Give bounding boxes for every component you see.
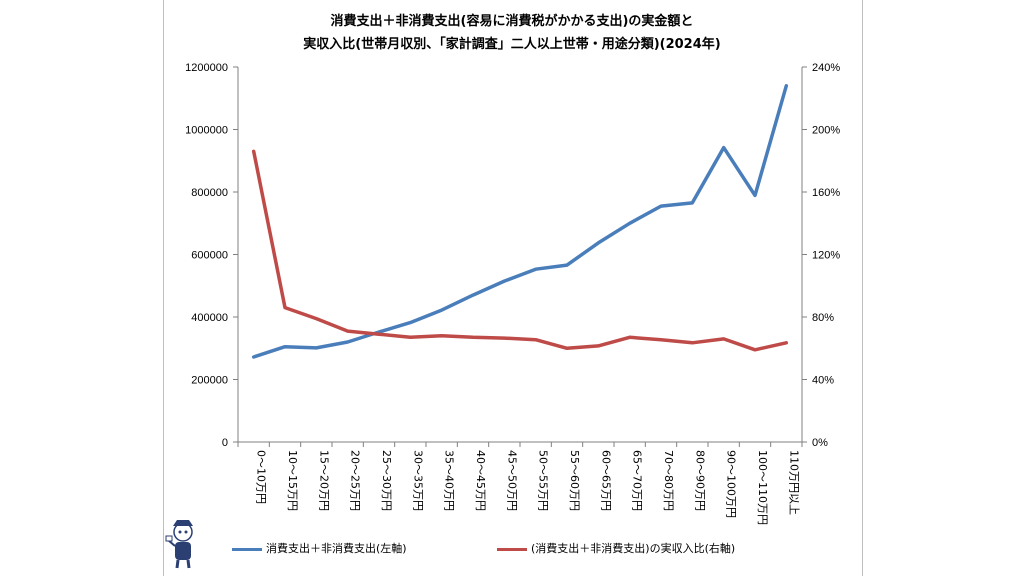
category-label: 70～80万円 bbox=[662, 450, 675, 511]
category-label: 55～60万円 bbox=[568, 450, 581, 511]
category-label: 0～10万円 bbox=[255, 450, 268, 504]
legend-item-left-series: 消費支出＋非消費支出(左軸) bbox=[232, 540, 407, 556]
category-label: 30～35万円 bbox=[411, 450, 424, 511]
category-label: 65～70万円 bbox=[631, 450, 644, 511]
right-tick-label: 200% bbox=[812, 125, 840, 137]
right-tick-label: 160% bbox=[812, 187, 840, 199]
category-label: 90～100万円 bbox=[725, 450, 738, 518]
legend-swatch-red bbox=[497, 547, 527, 551]
legend-label-left-series: 消費支出＋非消費支出(左軸) bbox=[266, 542, 407, 555]
category-label: 35～40万円 bbox=[443, 450, 456, 511]
category-label: 50～55万円 bbox=[537, 450, 550, 511]
left-tick-label: 200000 bbox=[191, 375, 228, 387]
left-tick-label: 800000 bbox=[191, 187, 228, 199]
category-label: 45～50万円 bbox=[505, 450, 518, 511]
left-tick-label: 1000000 bbox=[185, 125, 228, 137]
category-label: 100～110万円 bbox=[756, 450, 769, 525]
left-tick-label: 600000 bbox=[191, 250, 228, 262]
category-label: 110万円以上 bbox=[787, 450, 800, 515]
category-label: 20～25万円 bbox=[349, 450, 362, 511]
category-label: 10～15万円 bbox=[286, 450, 299, 511]
left-tick-label: 0 bbox=[222, 437, 228, 449]
mascot-logo bbox=[165, 520, 193, 569]
chart-title-line2: 実収入比(世帯月収別、「家計調査」二人以上世帯・用途分類)(2024年) bbox=[303, 37, 721, 52]
legend-label-right-series: (消費支出＋非消費支出)の実収入比(右軸) bbox=[531, 542, 736, 555]
category-label: 25～30万円 bbox=[380, 450, 393, 511]
category-label: 40～45万円 bbox=[474, 450, 487, 511]
left-tick-label: 1200000 bbox=[185, 62, 228, 74]
right-tick-label: 0% bbox=[812, 437, 828, 449]
category-label: 80～90万円 bbox=[693, 450, 706, 511]
right-tick-label: 240% bbox=[812, 62, 840, 74]
series-line-left-axis bbox=[251, 84, 789, 359]
right-tick-label: 80% bbox=[812, 312, 834, 324]
legend-swatch-blue bbox=[232, 547, 262, 551]
chart-title-line1: 消費支出＋非消費支出(容易に消費税がかかる支出)の実金額と bbox=[330, 14, 694, 29]
category-label: 15～20万円 bbox=[317, 450, 330, 511]
category-label: 60～65万円 bbox=[599, 450, 612, 511]
left-tick-label: 400000 bbox=[191, 312, 228, 324]
right-tick-label: 120% bbox=[812, 250, 840, 262]
series-line-right-axis bbox=[251, 149, 789, 352]
legend-item-right-series: (消費支出＋非消費支出)の実収入比(右軸) bbox=[497, 540, 735, 556]
right-tick-label: 40% bbox=[812, 375, 834, 387]
